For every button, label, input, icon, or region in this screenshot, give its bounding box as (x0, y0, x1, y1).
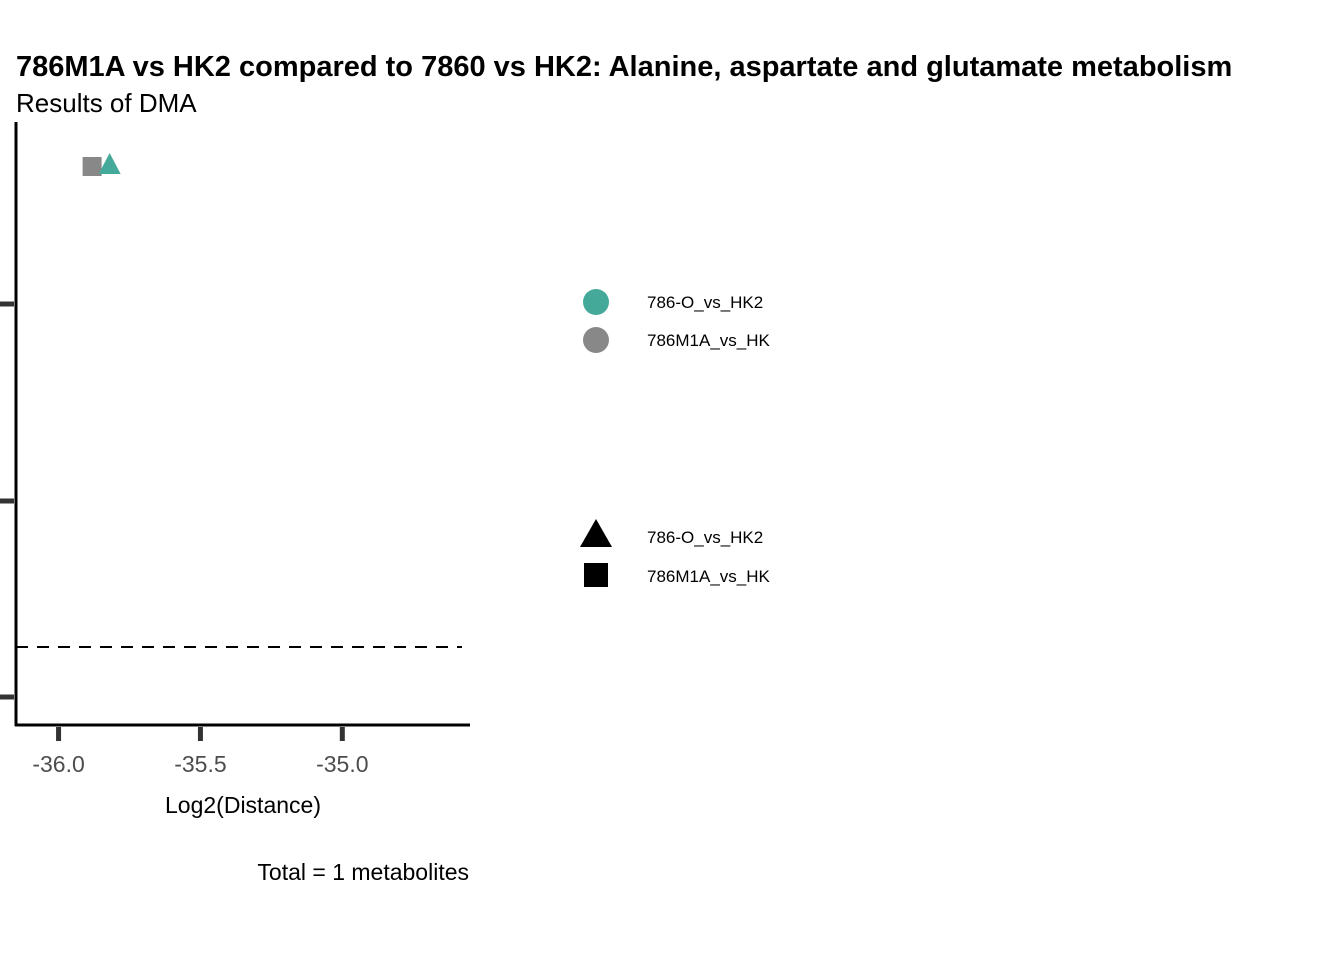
legend-color-label-1: 786M1A_vs_HK (647, 331, 771, 350)
data-point-1 (98, 153, 121, 174)
chart-caption: Total = 1 metabolites (257, 859, 469, 885)
legend-shape-key-0 (580, 519, 612, 547)
x-axis-ticks: -36.0 -35.5 -35.0 (32, 727, 369, 777)
legend-color-label-0: 786-O_vs_HK2 (647, 293, 763, 312)
x-tick-label-2: -35.0 (316, 751, 368, 777)
legend-shape-key-1 (584, 563, 608, 587)
legend-color-key-1 (583, 327, 609, 353)
chart-subtitle: Results of DMA (16, 88, 197, 118)
legend-color: 786-O_vs_HK2 786M1A_vs_HK (583, 289, 771, 353)
legend-shape-label-0: 786-O_vs_HK2 (647, 528, 763, 547)
legend-shape: 786-O_vs_HK2 786M1A_vs_HK (580, 519, 771, 587)
data-point-0 (82, 157, 102, 176)
chart-title: 786M1A vs HK2 compared to 7860 vs HK2: A… (16, 51, 1232, 83)
legend-color-key-0 (583, 289, 609, 315)
x-tick-label-1: -35.5 (174, 751, 226, 777)
x-tick-label-0: -36.0 (32, 751, 84, 777)
legend-shape-label-1: 786M1A_vs_HK (647, 567, 771, 586)
x-axis-label: Log2(Distance) (165, 792, 321, 818)
y-axis-ticks (0, 301, 14, 700)
data-points (82, 153, 121, 176)
